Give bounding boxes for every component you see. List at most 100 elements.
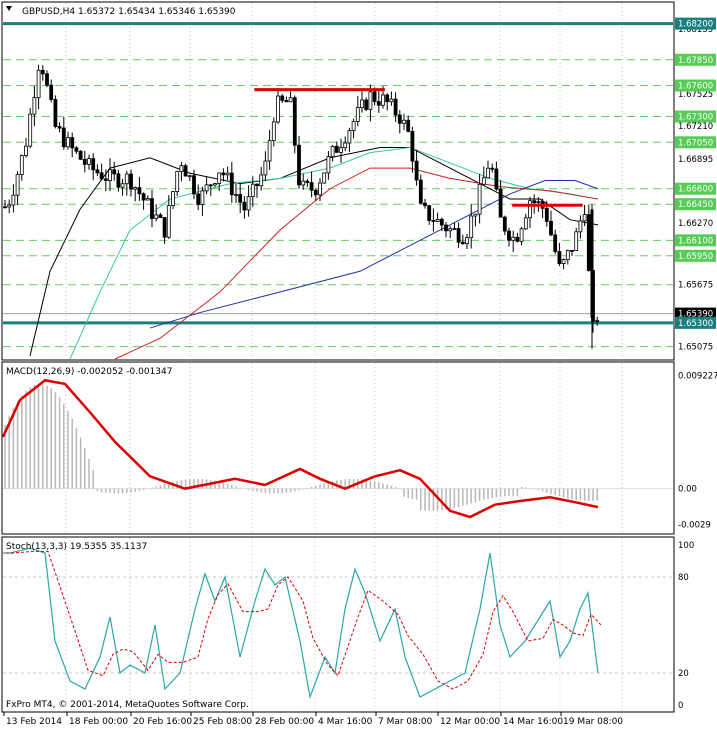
- candle-body: [221, 172, 226, 176]
- candle-body: [40, 69, 45, 75]
- price-tag-label: 1.67050: [678, 138, 713, 148]
- stoch-panel-frame: [1, 536, 675, 713]
- candle-body: [82, 158, 87, 165]
- candle-body: [469, 215, 474, 239]
- candle-body: [19, 155, 24, 175]
- candle-body: [553, 234, 558, 252]
- candle-body: [141, 193, 146, 201]
- candle-body: [3, 206, 7, 209]
- candle-body: [330, 145, 335, 157]
- candle-body: [486, 167, 490, 179]
- candle-body: [549, 220, 553, 236]
- ma-green-line: [69, 146, 599, 360]
- stochastic-indicator: [3, 547, 602, 700]
- candle-body: [427, 205, 432, 221]
- price-tag-label: 1.68200: [678, 20, 713, 30]
- stoch-scale-label: 20: [678, 669, 689, 679]
- candle-body: [414, 160, 419, 181]
- candle-body: [116, 173, 121, 188]
- time-axis-label: 7 Mar 08:00: [378, 717, 433, 727]
- candle-body: [15, 174, 20, 196]
- stoch-label: Stoch(13,3,3) 19.5355 35.1137: [6, 542, 147, 552]
- candle-body: [297, 144, 301, 186]
- candle-body: [372, 91, 377, 103]
- candle-body: [250, 183, 255, 198]
- candle-body: [276, 95, 280, 123]
- time-axis-label: 18 Feb 00:00: [69, 717, 128, 727]
- price-tag-label: 1.65675: [678, 281, 713, 291]
- time-axis-label: 4 Mar 16:00: [318, 717, 373, 727]
- candle-body: [129, 173, 133, 190]
- symbol-dropdown-icon[interactable]: [6, 6, 12, 11]
- candle-body: [271, 121, 276, 142]
- candle-body: [238, 194, 243, 203]
- candle-body: [590, 209, 594, 318]
- candle-body: [28, 113, 33, 147]
- macd-panel-frame: [1, 361, 675, 535]
- candle-body: [259, 174, 264, 187]
- candle-body: [448, 228, 453, 232]
- price-scale-label: 1.67210: [678, 122, 713, 132]
- candle-body: [574, 231, 579, 251]
- candle-body: [355, 107, 360, 122]
- candle-body: [95, 169, 100, 174]
- macd-label: MACD(12,26,9) -0.002052 -0.001347: [6, 367, 172, 377]
- time-axis-label: 28 Feb 00:00: [255, 717, 314, 727]
- time-axis-label: 20 Feb 16:00: [133, 717, 192, 727]
- candle-body: [360, 99, 364, 108]
- macd-scale-label: 0.009227: [678, 371, 717, 381]
- candle-body: [528, 200, 532, 219]
- candle-body: [103, 178, 108, 181]
- candle-body: [444, 224, 448, 232]
- price-tag: [675, 182, 716, 195]
- time-axis-label: 19 Mar 08:00: [563, 717, 623, 727]
- price-scale-label: 1.66895: [678, 155, 713, 165]
- candle-body: [183, 165, 188, 177]
- candle-body: [166, 205, 171, 238]
- candle-body: [511, 236, 516, 241]
- candle-body: [292, 97, 297, 146]
- price-tag-label: 1.66450: [678, 200, 713, 210]
- price-scale: 1.68155 1.67525 1.67210 1.66895 1.66270 1.682…: [675, 17, 716, 353]
- price-scale-label: 1.68155: [678, 25, 713, 35]
- time-axis-label: 14 Mar 16:00: [503, 717, 563, 727]
- candle-body: [217, 172, 222, 184]
- candle-body: [519, 228, 524, 242]
- candle-body: [515, 236, 520, 242]
- stoch-grid: [3, 538, 673, 711]
- candle-body: [452, 228, 457, 230]
- price-levels: [3, 22, 673, 348]
- candle-body: [439, 218, 444, 226]
- time-axis-label: 13 Feb 2014: [6, 717, 62, 727]
- resistance-lines[interactable]: [254, 88, 583, 207]
- candle-body: [322, 172, 327, 184]
- candlesticks: [3, 64, 600, 349]
- candle-body: [66, 137, 70, 148]
- candle-body: [187, 175, 192, 178]
- price-scale-label: 1.66270: [678, 219, 713, 229]
- copyright-text: FxPro MT4, © 2001-2014, MetaQuotes Softw…: [6, 700, 249, 710]
- candle-body: [32, 97, 37, 115]
- candle-body: [145, 198, 150, 201]
- candle-body: [192, 175, 196, 195]
- candle-body: [536, 201, 541, 204]
- price-tag: [675, 234, 716, 247]
- price-tag: [675, 17, 716, 30]
- candle-body: [255, 183, 259, 187]
- candle-body: [410, 130, 415, 162]
- macd-scale-label: -0.0029: [678, 520, 711, 530]
- macd-scale: 0.009227 0.00 -0.0029: [678, 371, 717, 530]
- candle-body: [582, 214, 587, 222]
- price-tag: [675, 53, 716, 66]
- candle-body: [343, 142, 348, 149]
- price-tag-label: 1.65390: [678, 310, 713, 320]
- price-tag: [675, 110, 716, 123]
- candle-body: [158, 214, 163, 218]
- price-tag: [675, 316, 716, 329]
- price-tag-label: 1.65075: [678, 343, 713, 353]
- candle-body: [175, 171, 180, 193]
- candle-body: [473, 213, 478, 217]
- candle-body: [208, 184, 213, 187]
- candle-body: [120, 183, 125, 188]
